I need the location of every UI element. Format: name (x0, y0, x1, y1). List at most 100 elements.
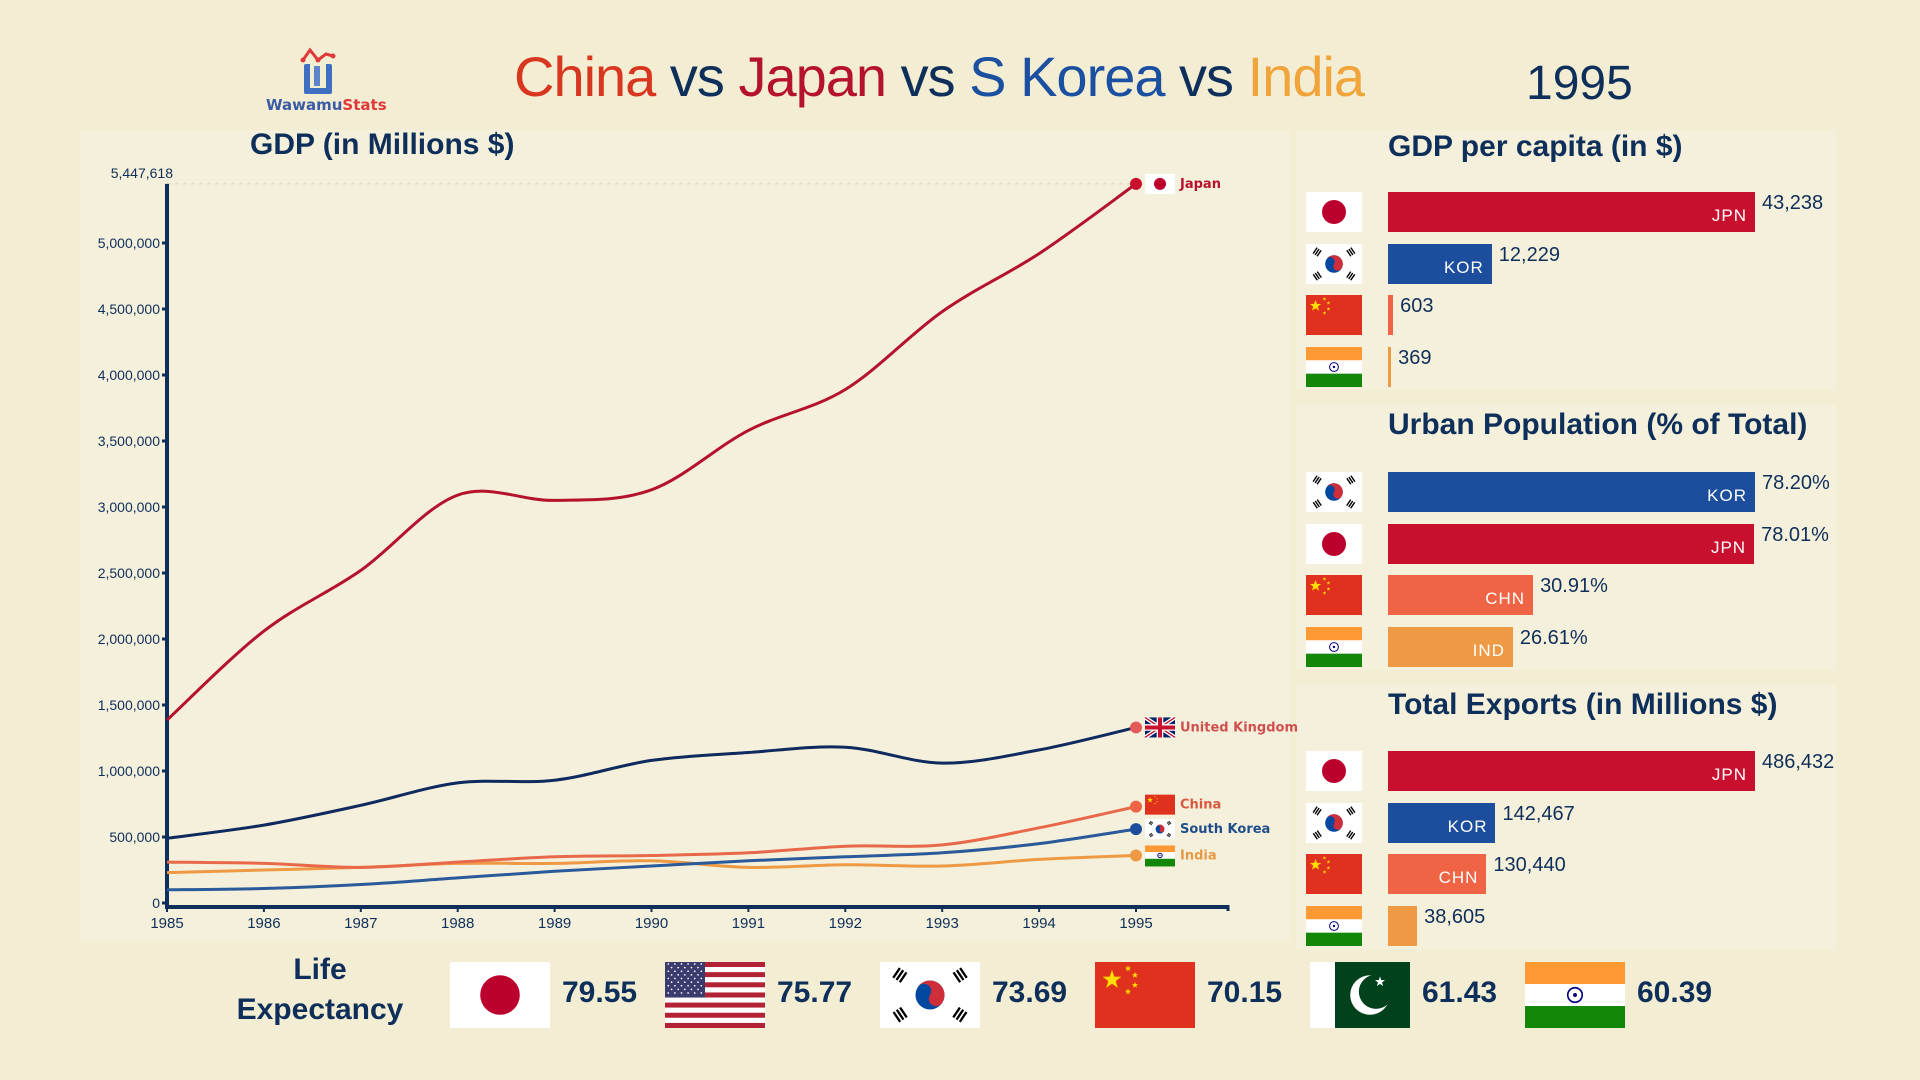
series-line-korea (166, 827, 1137, 892)
urban-population-title: Urban Population (% of Total) (1388, 408, 1808, 441)
x-tick-label: 1992 (829, 915, 862, 932)
bar-value-label: 26.61% (1519, 627, 1588, 650)
end-marker-korea (1130, 823, 1142, 836)
bar-value-label: 43,238 (1762, 192, 1824, 214)
korea-flag-icon (1306, 472, 1362, 512)
life-expectancy-value: 79.55 (562, 976, 638, 1009)
gdp-per-capita-panel (1296, 130, 1836, 390)
japan-flag-icon (450, 962, 550, 1028)
y-tick-label: 3,000,000 (98, 499, 160, 515)
title-part: vs (655, 45, 739, 108)
y-max-label: 5,447,618 (111, 165, 173, 181)
end-marker-uk (1130, 721, 1142, 734)
bar-code-label: IND (1472, 641, 1505, 661)
total-exports-title: Total Exports (in Millions $) (1388, 688, 1778, 721)
title-part: Japan (738, 45, 887, 108)
bar-value-label: 12,229 (1498, 243, 1560, 266)
bar-code-label: KOR (1707, 486, 1747, 505)
end-marker-india (1130, 849, 1142, 862)
bar-chn: CHN (1388, 854, 1487, 895)
bar-jpn: JPN (1388, 192, 1755, 232)
y-tick-label: 4,500,000 (98, 301, 160, 317)
bar-jpn: JPN (1388, 523, 1755, 564)
series-line-china (166, 805, 1137, 869)
bar-ind (1388, 347, 1392, 388)
life-expectancy-value: 60.39 (1637, 976, 1713, 1009)
y-tick-label: 2,500,000 (98, 565, 160, 581)
china-flag-icon (1306, 854, 1362, 895)
wawamustats-logo-text: WawamuStats (266, 96, 387, 114)
y-tick-label: 1,500,000 (98, 697, 160, 713)
series-line-india (166, 854, 1137, 875)
total-exports-panel (1296, 685, 1836, 950)
life-expectancy-value: 70.15 (1207, 976, 1283, 1009)
bar-ind: IND (1388, 627, 1513, 668)
india-flag-icon (1306, 347, 1362, 388)
title-part: vs (1164, 45, 1248, 108)
y-tick-label: 500,000 (109, 829, 160, 845)
y-tick-label: 2,000,000 (98, 631, 160, 647)
bar-value-label: 486,432 (1762, 751, 1835, 773)
title-part: India (1247, 45, 1365, 108)
series-end-label: Japan (1179, 177, 1221, 192)
life-expectancy-value: 75.77 (777, 976, 853, 1009)
japan-flag-icon (1145, 173, 1175, 194)
usa-flag-icon (665, 962, 765, 1028)
gdp-chart-title: GDP (in Millions $) (250, 128, 515, 161)
title-part: S Korea (969, 45, 1165, 108)
bar-code-label: CHN (1438, 868, 1479, 888)
bar-value-label: 78.20% (1762, 472, 1830, 494)
gdp-line-chart: 5,447,618 0 500,000 1,000,000 1,500,000 2,000… (98, 165, 1298, 932)
korea-flag-icon (1306, 802, 1362, 843)
india-flag-icon (1306, 627, 1362, 668)
y-tick-label: 3,500,000 (98, 433, 160, 449)
bar-value-label: 142,467 (1502, 802, 1575, 825)
x-tick-label: 1993 (926, 915, 959, 932)
life-expectancy-label-line1: Life (293, 953, 347, 986)
x-tick-label: 1989 (538, 915, 571, 932)
x-tick-label: 1988 (441, 915, 474, 932)
india-flag-icon (1525, 962, 1625, 1028)
page-title: China vs Japan vs S Korea vs India (514, 44, 1365, 109)
x-tick-label: 1990 (635, 915, 668, 932)
korea-flag-icon (1145, 819, 1175, 840)
end-marker-japan (1130, 177, 1142, 190)
x-tick-label: 1986 (247, 915, 280, 932)
y-tick-label: 0 (152, 895, 160, 911)
life-expectancy-value: 61.43 (1422, 976, 1498, 1009)
bar-value-label: 130,440 (1493, 854, 1566, 877)
bar-value-label: 38,605 (1424, 906, 1486, 929)
india-flag-icon (1145, 845, 1175, 867)
india-flag-icon (1306, 906, 1362, 947)
bar-code-label: CHN (1485, 589, 1526, 609)
bar-kor: KOR (1388, 472, 1755, 512)
china-flag-icon (1145, 794, 1175, 815)
bar-code-label: JPN (1710, 537, 1747, 557)
year-label: 1995 (1526, 57, 1633, 110)
y-tick-label: 1,000,000 (98, 763, 160, 779)
logo-text-part1: Wawamu (266, 96, 343, 114)
korea-flag-icon (1306, 243, 1362, 284)
series-line-uk (166, 725, 1137, 840)
end-marker-china (1130, 800, 1142, 813)
wawamustats-logo-icon (300, 46, 336, 96)
x-tick-label: 1987 (344, 915, 377, 932)
x-tick-label: 1994 (1022, 915, 1055, 932)
korea-flag-icon (880, 962, 980, 1028)
bar-code-label: JPN (1711, 206, 1747, 225)
bar-kor: KOR (1388, 243, 1492, 284)
gdp-chart-panel (80, 130, 1290, 940)
bar-value-label: 369 (1398, 347, 1432, 370)
pakistan-flag-icon (1310, 962, 1410, 1028)
bar-code-label: JPN (1711, 765, 1747, 784)
title-part: vs (886, 45, 970, 108)
title-part: China (514, 45, 656, 108)
bar-code-label: KOR (1447, 816, 1488, 836)
series-end-label: China (1180, 798, 1221, 813)
y-tick-label: 5,000,000 (98, 235, 160, 251)
bar-value-label: 30.91% (1540, 575, 1608, 598)
bar-value-label: 603 (1400, 295, 1434, 318)
japan-flag-icon (1306, 192, 1362, 232)
china-flag-icon (1095, 962, 1195, 1028)
series-end-label: United Kingdom (1180, 720, 1298, 735)
